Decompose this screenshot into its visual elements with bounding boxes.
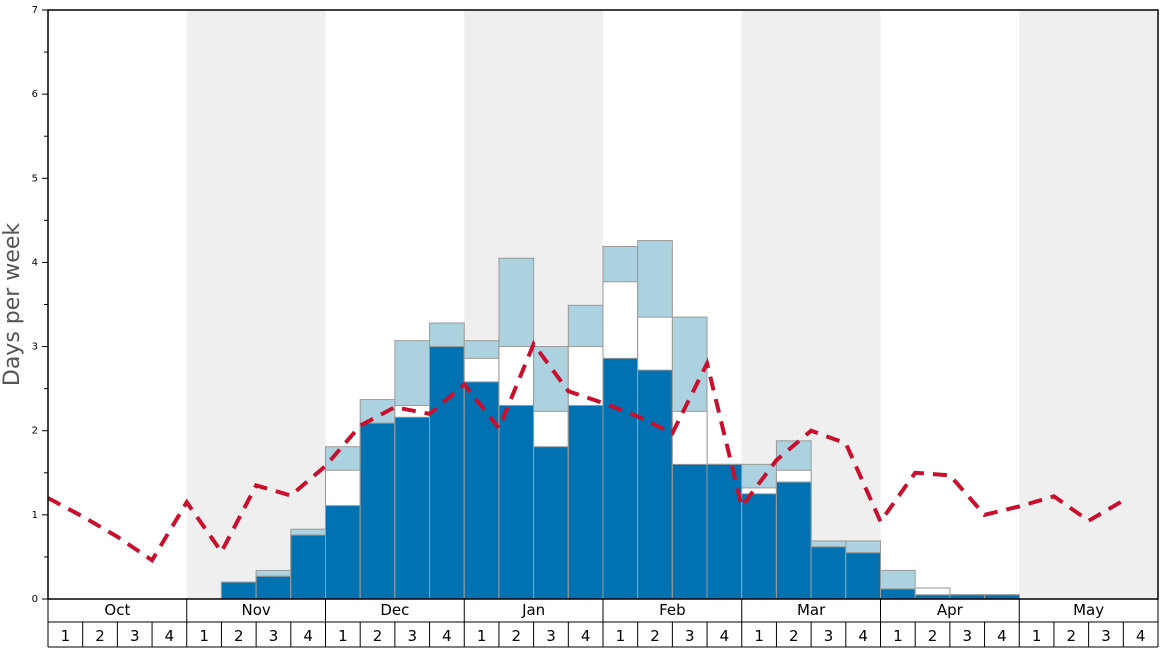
y-tick-label: 6 <box>32 89 38 100</box>
week-label: 3 <box>407 627 417 645</box>
month-label: Dec <box>380 601 409 619</box>
bar-base <box>845 552 881 600</box>
month-shade <box>1019 10 1158 599</box>
bars <box>220 240 1020 600</box>
week-label: 4 <box>165 627 175 645</box>
y-tick-label: 4 <box>32 257 38 268</box>
week-label: 4 <box>997 627 1007 645</box>
week-label: 2 <box>650 627 660 645</box>
week-label: 2 <box>95 627 105 645</box>
week-label: 4 <box>1136 627 1146 645</box>
bar-base <box>255 575 292 600</box>
month-label: Nov <box>241 601 270 619</box>
y-tick-label: 1 <box>32 510 38 521</box>
week-label: 3 <box>130 627 140 645</box>
week-label: 4 <box>442 627 452 645</box>
bar-base <box>567 404 604 600</box>
month-label: Oct <box>104 601 130 619</box>
week-label: 1 <box>1032 627 1042 645</box>
bar-base <box>741 493 777 600</box>
y-tick-label: 2 <box>32 426 38 437</box>
week-label: 3 <box>962 627 972 645</box>
bar-base <box>463 381 500 600</box>
average-series-line <box>47 340 1125 564</box>
bar-base <box>394 416 431 600</box>
bar-base <box>775 481 812 600</box>
bar-base <box>637 369 673 600</box>
bar-base <box>706 463 743 600</box>
week-label: 2 <box>234 627 244 645</box>
week-label: 3 <box>824 627 834 645</box>
y-tick-label: 5 <box>32 173 38 184</box>
week-label: 2 <box>1067 627 1077 645</box>
bar-base <box>602 357 639 600</box>
bar-base <box>810 546 847 600</box>
week-label: 1 <box>338 627 348 645</box>
week-label: 2 <box>512 627 522 645</box>
average-line <box>47 340 1125 564</box>
month-shade <box>186 10 326 599</box>
y-tick-label: 3 <box>32 342 38 353</box>
month-label: Jan <box>521 601 545 619</box>
bar-base <box>429 346 465 600</box>
week-label: 4 <box>303 627 313 645</box>
week-label: 3 <box>685 627 695 645</box>
week-label: 2 <box>928 627 938 645</box>
week-label: 1 <box>754 627 764 645</box>
week-label: 1 <box>477 627 487 645</box>
week-label: 4 <box>581 627 591 645</box>
bar-base <box>671 463 708 600</box>
month-label: Feb <box>659 601 686 619</box>
week-label: 2 <box>789 627 799 645</box>
y-axis-ticks: 0 1 2 3 4 5 6 7 <box>32 5 48 605</box>
week-label: 2 <box>373 627 383 645</box>
month-label: Mar <box>797 601 826 619</box>
week-label: 1 <box>61 627 71 645</box>
bar-base <box>359 422 396 600</box>
bar-base <box>325 505 361 600</box>
week-label: 3 <box>546 627 556 645</box>
y-tick-label: 0 <box>32 594 38 605</box>
bar-base <box>290 534 326 600</box>
bar-base <box>498 404 535 600</box>
week-label: 1 <box>616 627 626 645</box>
bar-base <box>880 588 916 600</box>
week-label: 1 <box>199 627 209 645</box>
week-label: 1 <box>893 627 903 645</box>
bar-base <box>533 446 569 600</box>
week-label: 4 <box>720 627 730 645</box>
bar-base <box>220 581 257 600</box>
plot-frame <box>47 9 1159 600</box>
week-label: 4 <box>858 627 868 645</box>
x-axis-table: Oct 1 2 3 4 Nov 1 2 3 4 Dec 1 2 3 4 Jan 1 2 3 4 Feb 1 2 3 4 Mar 1 2… <box>47 598 1159 648</box>
y-axis-label: Days per week <box>0 223 25 386</box>
week-label: 3 <box>269 627 279 645</box>
month-label: Apr <box>937 601 964 619</box>
week-label: 3 <box>1101 627 1111 645</box>
y-tick-label: 7 <box>32 5 38 16</box>
month-label: May <box>1073 601 1104 619</box>
